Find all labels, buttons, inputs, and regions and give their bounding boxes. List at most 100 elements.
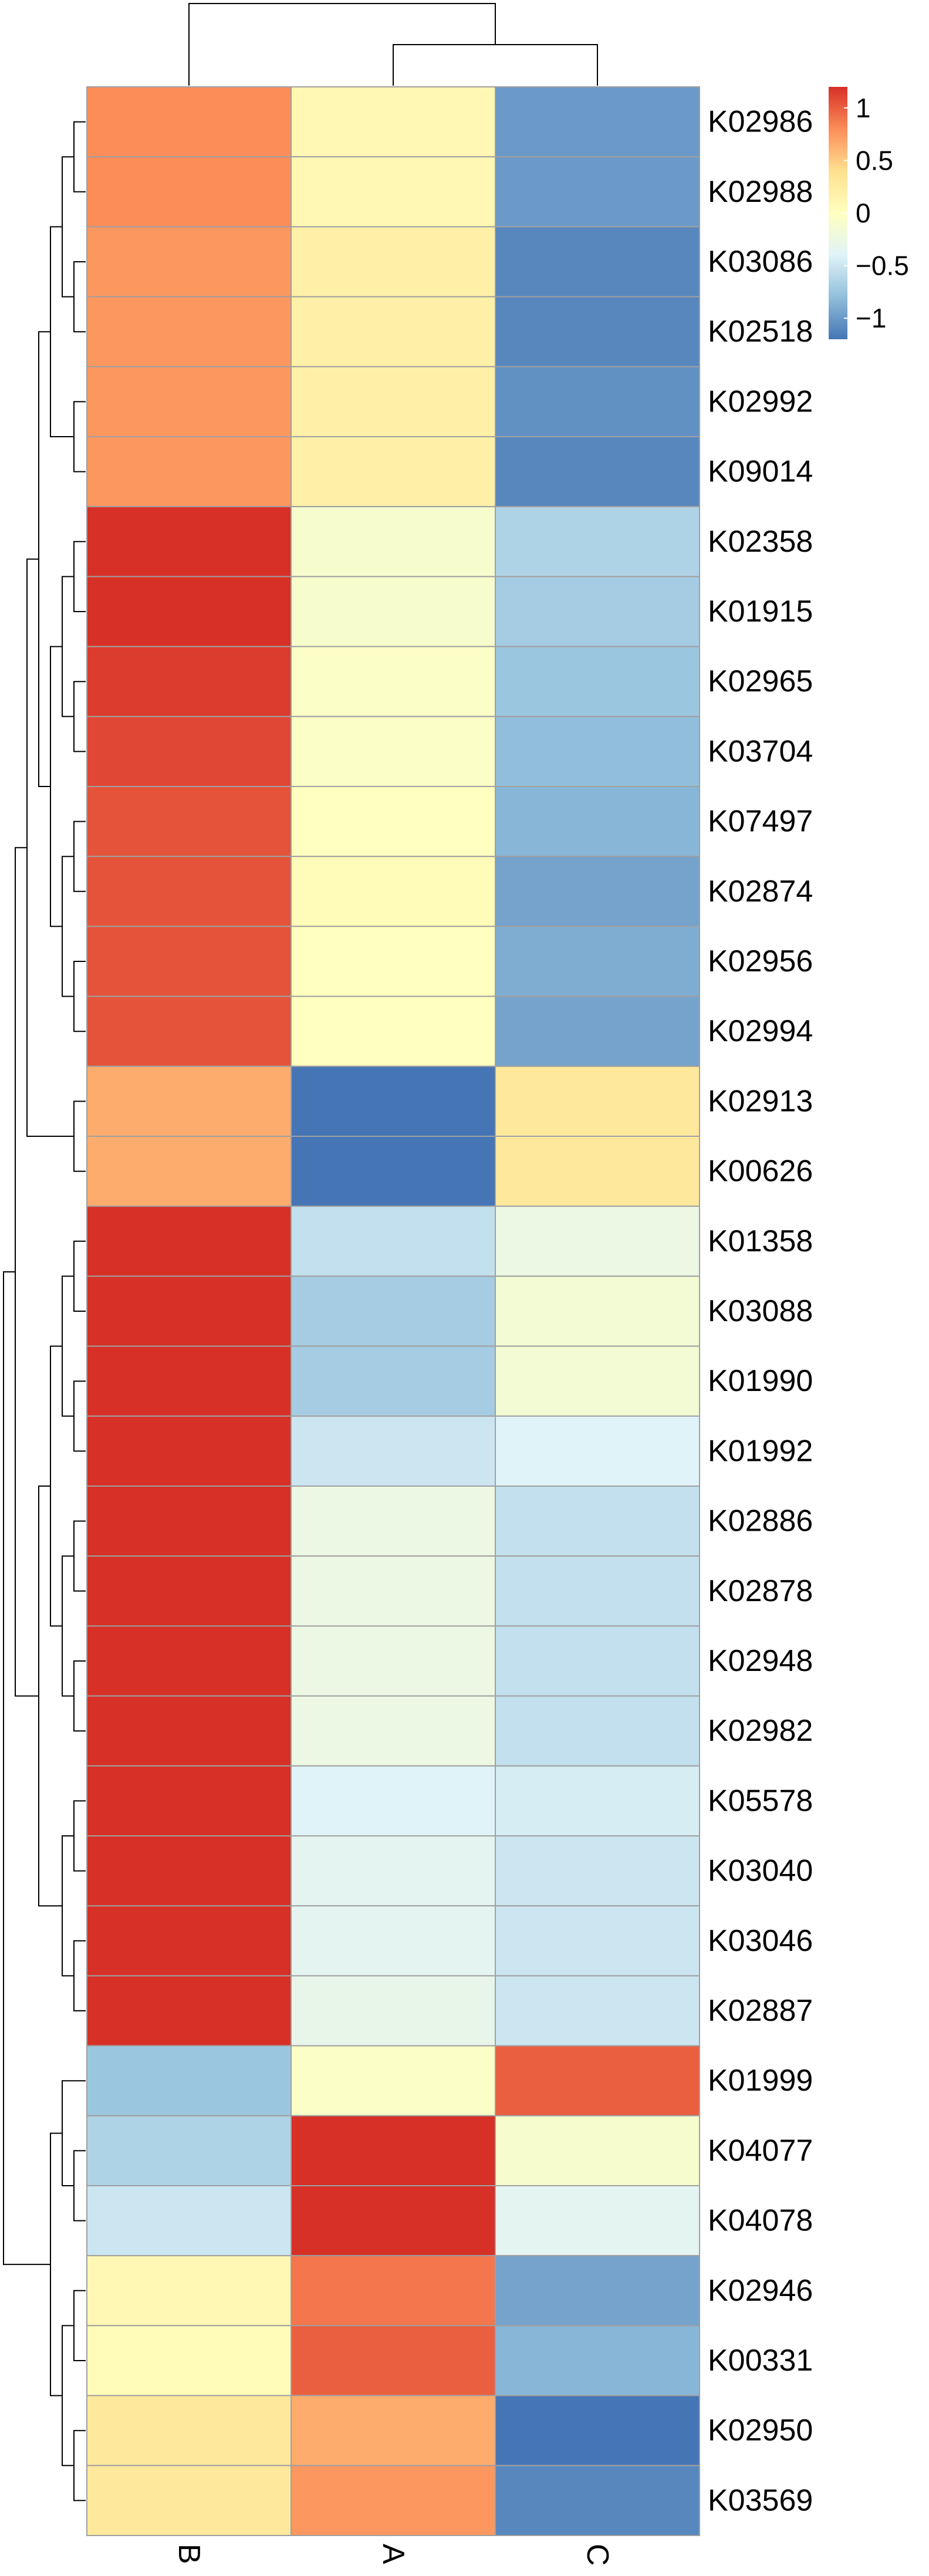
heatmap-cell-K04078-B	[86, 2185, 292, 2257]
heatmap-cell-K03086-C	[495, 226, 700, 298]
heatmap-cell-K03046-A	[290, 1905, 496, 1977]
heatmap-cell-K01358-B	[86, 1206, 292, 1277]
row-dendrogram-branch	[73, 1940, 86, 2011]
heatmap-cell-K03088-C	[495, 1275, 700, 1347]
heatmap-cell-K02994-C	[495, 995, 700, 1067]
row-dendrogram-branch	[73, 1240, 86, 1312]
heatmap-cell-K02950-A	[290, 2395, 496, 2466]
heatmap-cell-K02913-B	[86, 1065, 292, 1137]
row-label-K02994: K02994	[708, 1014, 813, 1048]
heatmap-cell-K02518-A	[290, 296, 496, 367]
heatmap-cell-K02982-A	[290, 1695, 496, 1767]
heatmap-cell-K02948-A	[290, 1625, 496, 1697]
row-label-K02965: K02965	[708, 664, 813, 698]
row-label-K03046: K03046	[708, 1924, 813, 1958]
row-dendrogram-branch	[3, 1271, 50, 2266]
heatmap-cell-K02874-B	[86, 856, 292, 927]
heatmap-cell-K01915-A	[290, 576, 496, 647]
row-dendrogram-branch	[73, 1380, 86, 1452]
heatmap-cell-K05578-C	[495, 1765, 700, 1837]
heatmap-cell-K03040-B	[86, 1835, 292, 1907]
heatmap-cell-K00626-C	[495, 1136, 700, 1207]
heatmap-cell-K02874-A	[290, 856, 496, 927]
heatmap-cell-K02913-C	[495, 1065, 700, 1137]
row-label-K02887: K02887	[708, 1994, 813, 2028]
heatmap-cell-K04078-A	[290, 2185, 496, 2257]
column-dendrogram-branch	[393, 44, 598, 86]
row-label-K03040: K03040	[708, 1854, 813, 1888]
heatmap-cell-K00331-C	[495, 2325, 700, 2396]
heatmap-cell-K05578-B	[86, 1765, 292, 1837]
heatmap-cell-K01990-A	[290, 1345, 496, 1417]
row-dendrogram	[3, 121, 86, 2501]
heatmap-cell-K01990-C	[495, 1345, 700, 1417]
heatmap-cell-K02946-C	[495, 2255, 700, 2327]
heatmap-cell-K03040-A	[290, 1835, 496, 1907]
heatmap-cell-K02950-B	[86, 2395, 292, 2466]
heatmap-cell-K03569-A	[290, 2464, 496, 2536]
row-label-K04078: K04078	[708, 2204, 813, 2238]
heatmap-cell-K01992-C	[495, 1415, 700, 1487]
row-label-K02878: K02878	[708, 1574, 813, 1608]
row-label-K05578: K05578	[708, 1784, 813, 1818]
row-dendrogram-branch	[62, 1835, 74, 1977]
row-dendrogram-branch	[73, 1100, 86, 1172]
heatmap-cell-K02358-C	[495, 506, 700, 578]
heatmap-cell-K04078-C	[495, 2185, 700, 2257]
column-label-C: C	[580, 2544, 614, 2566]
heatmap-cell-K07497-A	[290, 786, 496, 857]
legend-tick-label: −0.5	[856, 251, 909, 281]
heatmap-cell-K02965-B	[86, 646, 292, 717]
heatmap-cell-K02886-B	[86, 1485, 292, 1557]
row-label-K02988: K02988	[708, 175, 813, 209]
row-dendrogram-branch	[50, 1345, 62, 1627]
heatmap-cell-K00626-B	[86, 1136, 292, 1207]
row-label-K01358: K01358	[708, 1224, 813, 1258]
heatmap-cell-K02956-B	[86, 926, 292, 997]
row-label-K03088: K03088	[708, 1294, 813, 1328]
row-label-K04077: K04077	[708, 2133, 813, 2168]
heatmap-cell-K02913-A	[290, 1065, 496, 1137]
row-label-K02948: K02948	[708, 1644, 813, 1678]
heatmap-cell-K02986-B	[86, 86, 292, 158]
heatmap-cell-K02982-C	[495, 1695, 700, 1767]
heatmap-cell-K02948-B	[86, 1625, 292, 1697]
heatmap-cell-K02946-A	[290, 2255, 496, 2327]
heatmap-cell-K01999-A	[290, 2045, 496, 2116]
heatmap-cell-K09014-C	[495, 436, 700, 508]
row-label-K02982: K02982	[708, 1714, 813, 1748]
heatmap-cell-K01999-C	[495, 2045, 700, 2116]
row-label-K02956: K02956	[708, 944, 813, 978]
heatmap-cell-K03569-C	[495, 2464, 700, 2536]
heatmap-cell-K02965-A	[290, 646, 496, 717]
row-label-K03704: K03704	[708, 734, 813, 768]
row-dendrogram-branch	[73, 681, 86, 752]
row-label-K01992: K01992	[708, 1434, 813, 1468]
column-label-A: A	[376, 2544, 410, 2564]
heatmap-cell-K03704-B	[86, 715, 292, 788]
row-dendrogram-branch	[62, 856, 74, 997]
heatmap-cell-K02878-A	[290, 1555, 496, 1627]
heatmap-cell-K03704-A	[290, 715, 496, 788]
row-dendrogram-branch	[62, 576, 74, 717]
row-dendrogram-branch	[73, 1800, 86, 1872]
heatmap-cell-K02887-B	[86, 1975, 292, 2047]
row-dendrogram-branch	[62, 2325, 74, 2466]
heatmap-cell-K01915-B	[86, 576, 292, 647]
heatmap-cell-K02874-C	[495, 856, 700, 927]
row-label-K02913: K02913	[708, 1084, 813, 1118]
heatmap-cell-K02992-A	[290, 366, 496, 437]
row-label-K07497: K07497	[708, 805, 813, 839]
row-label-K09014: K09014	[708, 455, 813, 489]
heatmap-cell-K03086-B	[86, 226, 292, 298]
legend-tick-label: 1	[856, 93, 871, 123]
heatmap-cell-K02886-A	[290, 1485, 496, 1557]
heatmap-cell-K02878-C	[495, 1555, 700, 1627]
row-label-K01990: K01990	[708, 1364, 813, 1398]
row-dendrogram-branch	[73, 261, 86, 333]
column-dendrogram-branch	[188, 3, 496, 86]
heatmap-cell-K02988-B	[86, 156, 292, 228]
heatmap-cell-K00626-A	[290, 1136, 496, 1207]
heatmap-cell-K02518-C	[495, 296, 700, 367]
